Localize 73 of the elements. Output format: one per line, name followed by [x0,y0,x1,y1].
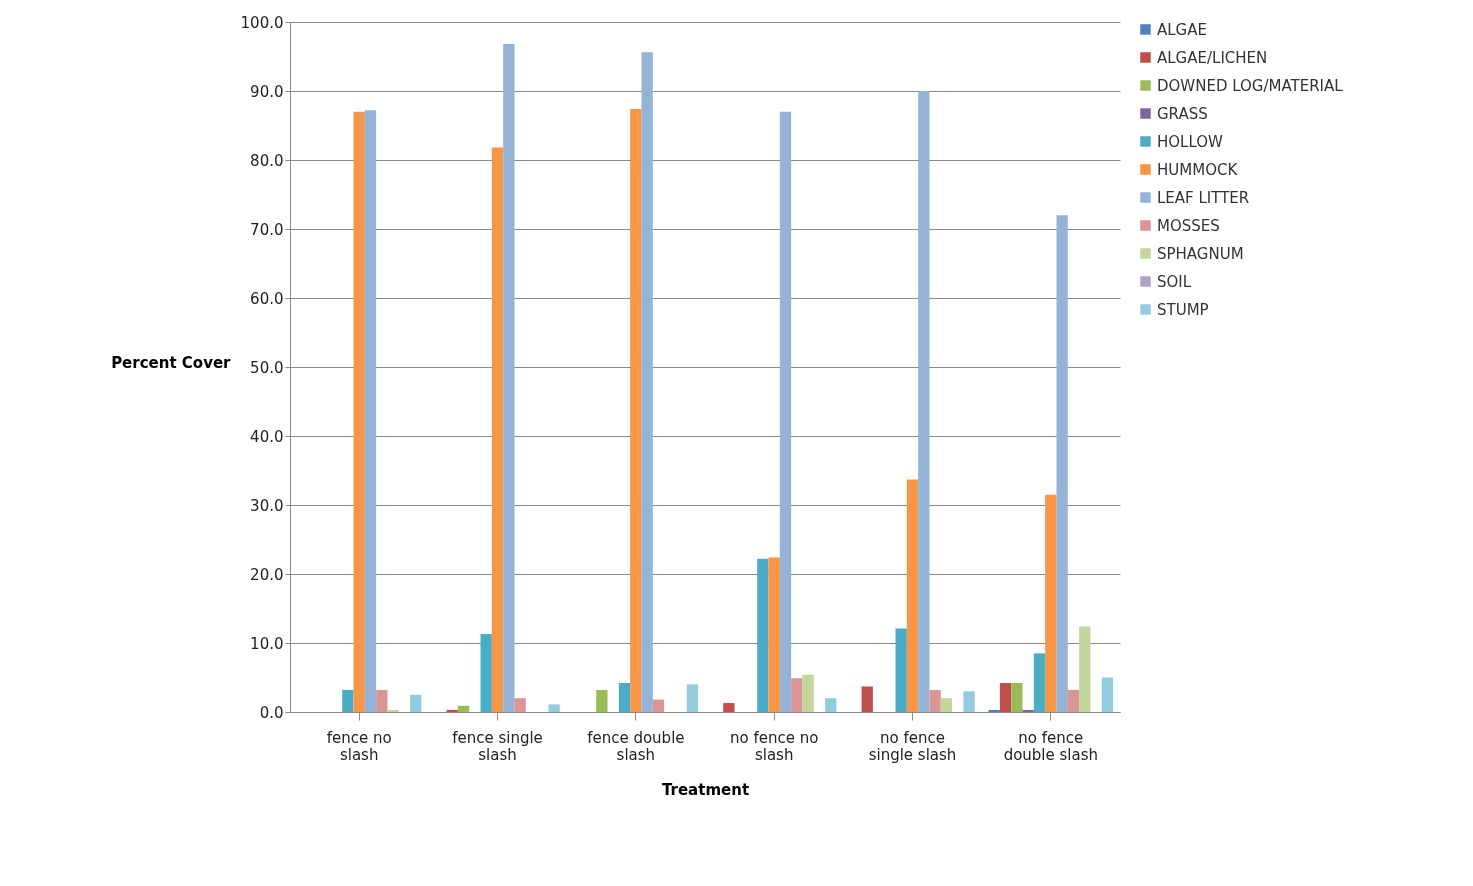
bar [491,147,504,712]
bar [376,689,388,712]
x-tick-label: no fence single slash [868,728,957,764]
bar [342,689,354,712]
bar [1011,683,1023,712]
bar [457,705,470,712]
bar [929,689,941,712]
y-tick-label: 70.0 [250,220,284,239]
bar [963,691,975,712]
bar [861,686,873,712]
bar [768,557,780,712]
y-tick-label: 50.0 [250,358,284,377]
bar [757,558,769,712]
bar [503,44,515,712]
bar [446,709,458,712]
bar [802,674,814,712]
bar [387,709,399,712]
legend-label: STUMP [1157,300,1209,319]
x-tick-label: fence double slash [587,728,685,764]
bar [630,108,642,712]
bar [618,683,631,712]
bar [999,683,1012,712]
legend-label: ALGAE [1157,20,1207,39]
y-tick-label: 30.0 [250,496,284,515]
legend-label: HUMMOCK [1157,160,1239,179]
bar [779,111,792,712]
bar [1022,709,1034,712]
legend-label: MOSSES [1157,216,1220,235]
y-tick-label: 90.0 [250,82,284,101]
legend-label: LEAF LITTER [1157,188,1250,207]
legend-label: DOWNED LOG/MATERIAL [1157,76,1344,95]
legend-label: ALGAE/LICHEN [1157,48,1268,67]
bar [1101,677,1114,712]
bar [652,699,665,712]
bar [825,698,837,712]
y-tick-label: 80.0 [250,151,284,170]
y-tick-label: 0.0 [259,703,284,722]
bar [940,698,953,712]
bar [906,479,919,712]
bar [1033,653,1046,712]
y-tick-label: 20.0 [250,565,284,584]
legend-label: SOIL [1157,272,1192,291]
bar [480,634,492,712]
bar [1067,689,1080,712]
legend-label: SPHAGNUM [1157,244,1244,263]
y-tick-label: 10.0 [250,634,284,653]
bar [791,678,803,712]
bar [1056,215,1068,712]
x-tick-label: no fence double slash [1003,728,1099,764]
y-tick-label: 100.0 [240,13,284,32]
bar [723,703,735,712]
bar [1045,494,1057,712]
x-axis-title: Treatment [661,780,750,799]
x-tick-label: fence no slash [326,728,392,764]
bar [548,704,560,712]
y-tick-label: 60.0 [250,289,284,308]
y-tick-label: 40.0 [250,427,284,446]
bar [353,111,365,712]
bar [364,110,377,712]
x-tick-label: fence single slash [452,728,543,764]
bar [895,628,907,712]
legend-label: GRASS [1157,104,1208,123]
legend-label: HOLLOW [1157,132,1224,151]
bar [988,709,1000,712]
bar [410,694,422,712]
y-axis-title: Percent Cover [111,353,232,372]
x-tick-label: no fence no slash [729,728,819,764]
bar [596,689,608,712]
bar [918,91,930,712]
bar [641,52,653,712]
bar [686,684,699,712]
bar [514,698,526,712]
bar [1079,626,1091,712]
